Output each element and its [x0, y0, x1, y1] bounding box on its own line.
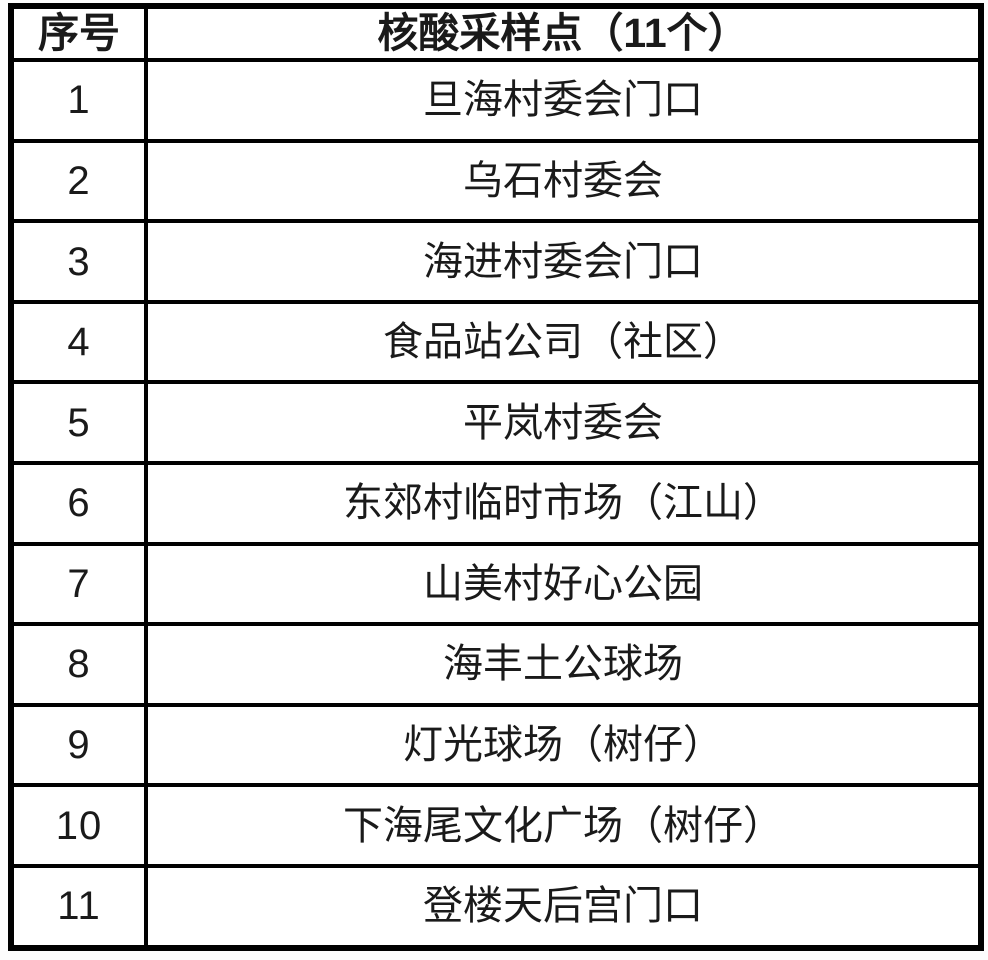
- site-name-cell: 海进村委会门口: [144, 219, 983, 304]
- row-number-cell: 7: [9, 541, 148, 627]
- row-number-cell: 3: [9, 219, 148, 304]
- site-name-cell: 山美村好心公园: [144, 541, 983, 627]
- site-name-cell: 下海尾文化广场（树仔）: [144, 783, 983, 868]
- table-row: 11 登楼天后宫门口: [9, 863, 983, 951]
- table-row: 6 东郊村临时市场（江山）: [9, 461, 983, 546]
- row-number-cell: 1: [9, 58, 148, 143]
- row-number-cell: 8: [9, 622, 148, 707]
- site-name-cell: 旦海村委会门口: [144, 58, 983, 143]
- row-number-cell: 11: [9, 863, 148, 951]
- sampling-sites-table: 序号 核酸采样点（11个） 1 旦海村委会门口 2 乌石村委会 3 海进村委会门…: [8, 3, 984, 951]
- site-name-cell: 平岚村委会: [144, 380, 983, 465]
- table-header-row: 序号 核酸采样点（11个）: [9, 3, 983, 63]
- header-site-name: 核酸采样点（11个）: [144, 3, 983, 63]
- table-row: 5 平岚村委会: [9, 380, 983, 465]
- row-number-cell: 5: [9, 380, 148, 465]
- row-number-cell: 10: [9, 783, 148, 868]
- row-number-cell: 6: [9, 461, 148, 546]
- site-name-cell: 东郊村临时市场（江山）: [144, 461, 983, 546]
- site-name-cell: 灯光球场（树仔）: [144, 702, 983, 788]
- site-name-cell: 乌石村委会: [144, 138, 983, 224]
- site-name-cell: 食品站公司（社区）: [144, 299, 983, 385]
- row-number-cell: 2: [9, 138, 148, 224]
- site-name-cell: 登楼天后宫门口: [144, 863, 983, 951]
- table-row: 2 乌石村委会: [9, 138, 983, 224]
- table-row: 3 海进村委会门口: [9, 219, 983, 304]
- table-row: 10 下海尾文化广场（树仔）: [9, 783, 983, 868]
- table-row: 4 食品站公司（社区）: [9, 299, 983, 385]
- table-row: 7 山美村好心公园: [9, 541, 983, 627]
- table-row: 8 海丰土公球场: [9, 622, 983, 707]
- row-number-cell: 4: [9, 299, 148, 385]
- table-row: 1 旦海村委会门口: [9, 58, 983, 143]
- header-serial-number: 序号: [9, 3, 148, 63]
- site-name-cell: 海丰土公球场: [144, 622, 983, 707]
- table-row: 9 灯光球场（树仔）: [9, 702, 983, 788]
- row-number-cell: 9: [9, 702, 148, 788]
